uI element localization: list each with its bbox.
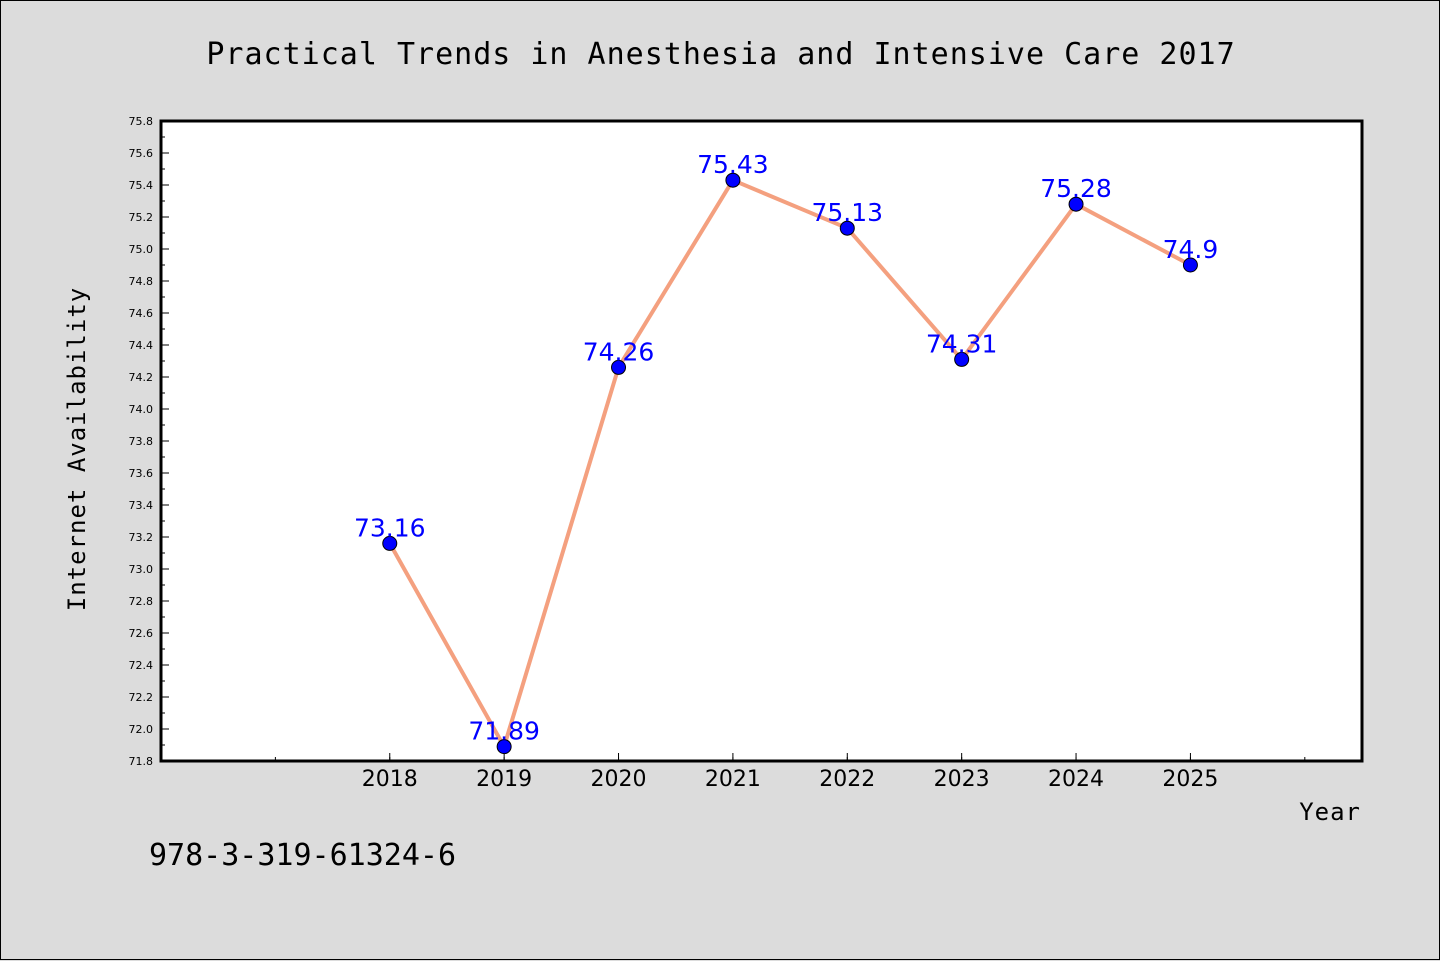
y-tick-label: 73.2 [129,531,154,544]
x-tick-label: 2018 [362,767,418,792]
data-point [382,535,398,551]
x-tick-label: 2025 [1162,767,1218,792]
data-point [954,351,970,367]
data-label: 75.13 [811,198,883,227]
y-tick-label: 74.2 [129,371,154,384]
data-label: 75.43 [697,150,769,179]
y-axis-ticks: 71.8 72.0 72.2 72.4 72.6 72.8 73.0 73.2 73.4 73.6… [129,115,169,768]
data-point [496,739,512,755]
y-tick-label: 72.6 [129,627,154,640]
y-tick-label: 75.0 [129,243,154,256]
y-tick-label: 73.0 [129,563,154,576]
x-tick-label: 2021 [705,767,761,792]
data-point [1182,257,1198,273]
y-tick-label: 74.6 [129,307,154,320]
y-tick-label: 71.8 [129,755,154,768]
y-tick-label: 73.4 [129,499,154,512]
y-tick-label: 73.8 [129,435,154,448]
data-label: 74.31 [926,329,998,358]
x-axis-label: Year [1299,798,1361,826]
x-tick-label: 2019 [476,767,532,792]
data-point [1068,196,1084,212]
isbn-text: 978-3-319-61324-6 [149,838,456,873]
data-label: 71.89 [468,717,540,746]
data-point [725,172,741,188]
plot-area [161,121,1362,761]
y-tick-label: 75.2 [129,211,154,224]
x-tick-label: 2024 [1048,767,1104,792]
x-tick-label: 2022 [819,767,875,792]
y-axis-label: Internet Availability [63,287,91,611]
data-point [839,220,855,236]
x-tick-label: 2020 [591,767,647,792]
data-point [611,359,627,375]
y-tick-label: 72.8 [129,595,154,608]
y-tick-label: 75.6 [129,147,154,160]
y-tick-label: 74.8 [129,275,154,288]
y-tick-label: 74.0 [129,403,154,416]
series-line [388,178,1192,749]
y-tick-label: 75.8 [129,115,154,128]
x-axis-ticks: 2018 2019 2020 2021 2022 2023 2024 2025 [274,753,1306,792]
y-tick-label: 73.6 [129,467,154,480]
plot-frame [159,119,1364,763]
y-tick-label: 74.4 [129,339,154,352]
data-markers [382,172,1198,755]
series-line-group [388,178,1192,749]
data-label: 74.9 [1163,235,1219,264]
chart-title: Practical Trends in Anesthesia and Inten… [206,37,1235,72]
y-tick-label: 75.4 [129,179,154,192]
data-label: 75.28 [1040,174,1112,203]
y-tick-label: 72.0 [129,723,154,736]
data-labels: 73.16 71.89 74.26 75.43 75.13 74.31 75.28 74.9 [354,150,1218,745]
x-tick-label: 2023 [934,767,990,792]
y-tick-label: 72.2 [129,691,154,704]
data-label: 73.16 [354,513,426,542]
y-tick-label: 72.4 [129,659,154,672]
data-label: 74.26 [583,337,655,366]
